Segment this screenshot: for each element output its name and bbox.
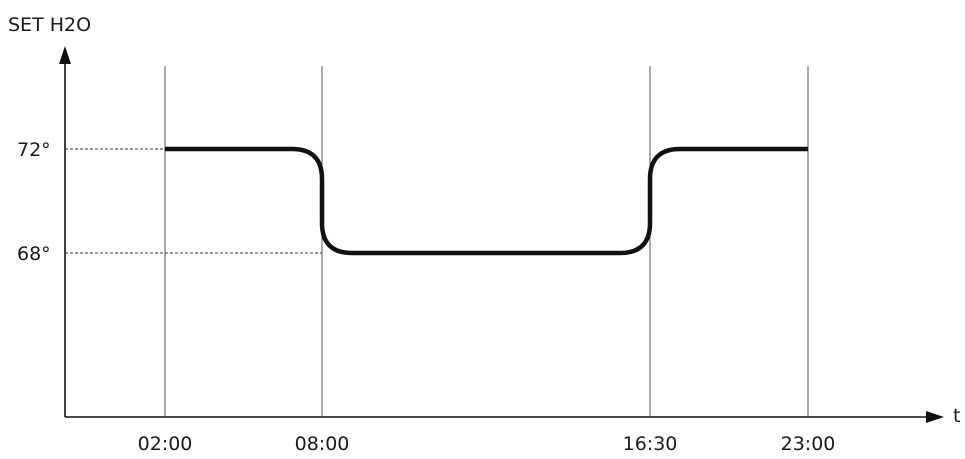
x-tick-label: 02:00 <box>138 433 193 455</box>
x-axis-title: t <box>953 405 960 427</box>
x-tick-label: 23:00 <box>781 433 836 455</box>
x-tick-label: 16:30 <box>623 433 678 455</box>
x-tick-labels: 02:00 08:00 16:30 23:00 <box>138 433 836 455</box>
y-axis-title: SET H2O <box>8 14 91 36</box>
grid-lines <box>65 66 809 417</box>
y-axis-arrow-icon <box>59 46 71 64</box>
y-tick-labels: 72° 68° <box>17 139 51 265</box>
y-tick-label: 68° <box>17 243 51 265</box>
y-tick-label: 72° <box>17 139 51 161</box>
x-tick-label: 08:00 <box>295 433 350 455</box>
x-axis-arrow-icon <box>926 411 944 423</box>
series-line <box>165 146 808 256</box>
